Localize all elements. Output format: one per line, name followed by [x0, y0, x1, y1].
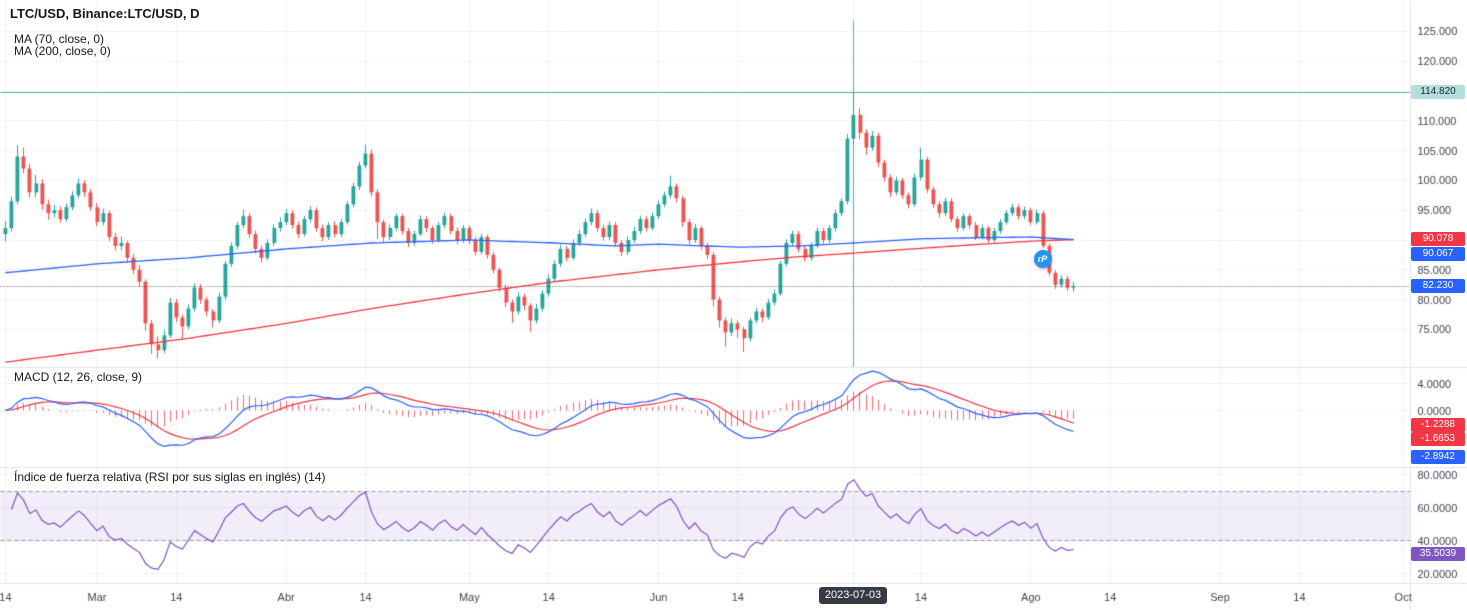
ma70-value-badge: 90.067 [1411, 247, 1465, 261]
publication-marker[interactable]: rP [1033, 249, 1052, 268]
date-marker-badge: 2023-07-03 [819, 587, 887, 604]
price-level-badge: 114.820 [1411, 85, 1465, 99]
macd-histogram-badge: -1.2288 [1411, 418, 1465, 432]
ma70-indicator-label[interactable]: MA (70, close, 0) [14, 32, 105, 46]
ma200-indicator-label[interactable]: MA (200, close, 0) [14, 44, 111, 58]
macd-pane-label[interactable]: MACD (12, 26, close, 9) [14, 370, 143, 384]
rsi-value-badge: 35.5039 [1411, 547, 1465, 561]
macd-line-badge: -2.8942 [1411, 450, 1465, 464]
rsi-pane-label[interactable]: Índice de fuerza relativa (RSI por sus s… [14, 470, 326, 484]
last-price-badge: 82.230 [1411, 279, 1465, 293]
ma200-value-badge: 90.078 [1411, 232, 1465, 246]
symbol-title[interactable]: LTC/USD, Binance:LTC/USD, D [10, 6, 200, 21]
macd-signal-badge: -1.6653 [1411, 432, 1465, 446]
